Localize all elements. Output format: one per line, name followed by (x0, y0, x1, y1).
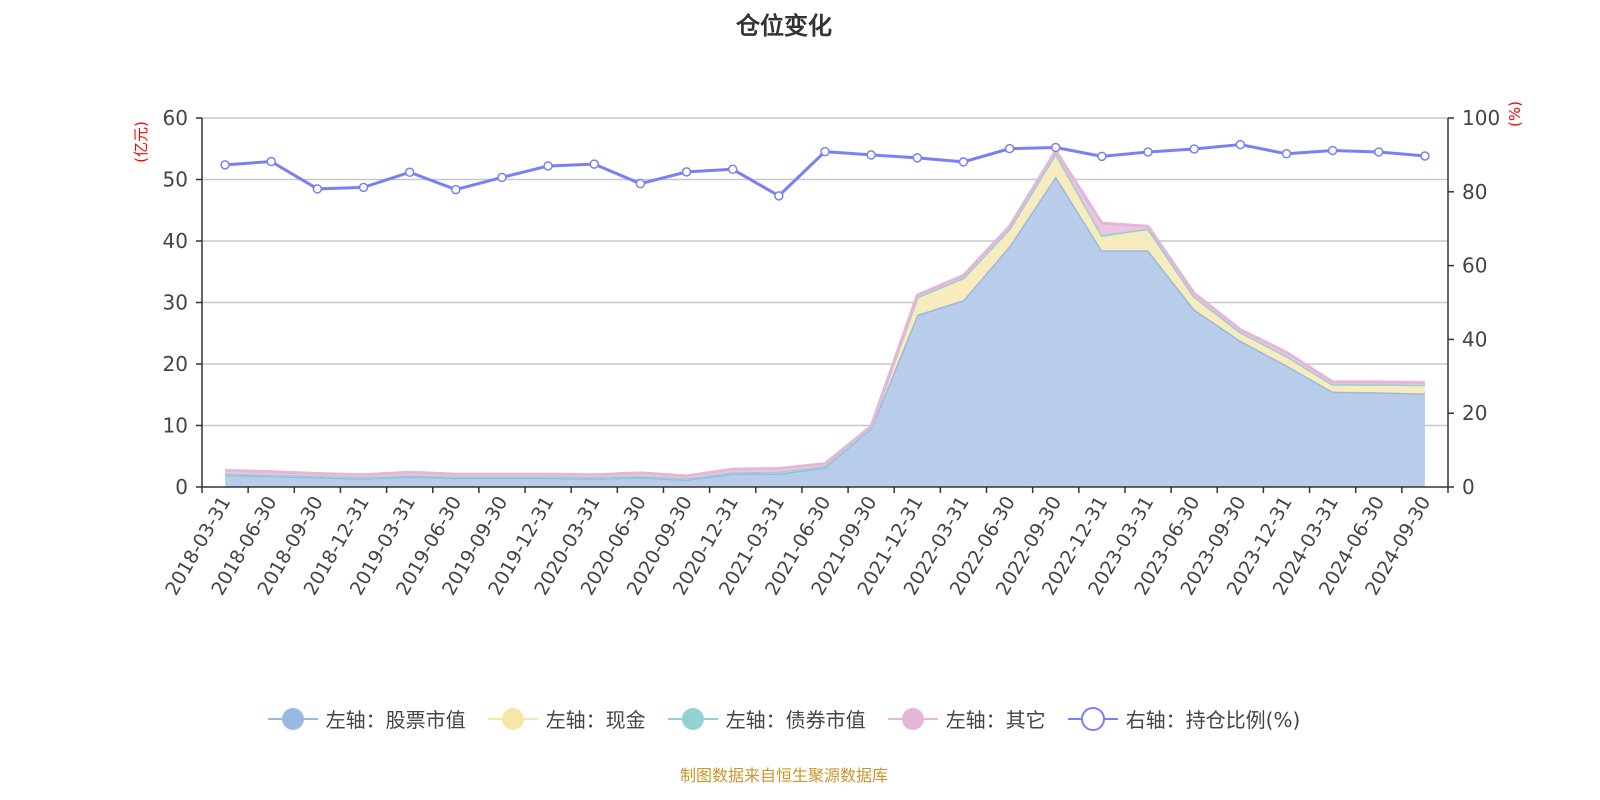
left-axis-tick-label: 0 (175, 475, 188, 499)
ratio-point (820, 146, 830, 157)
ratio-point (497, 172, 507, 183)
left-axis-tick-label: 20 (163, 352, 188, 376)
legend: 左轴：股票市值 左轴：现金 左轴：债券市值 左轴：其它 右轴：持仓比例(%) (0, 704, 1568, 733)
legend-item[interactable]: 右轴：持仓比例(%) (1067, 704, 1301, 733)
ratio-point (220, 160, 230, 170)
legend-marker-icon (667, 707, 718, 730)
area-1 (225, 176, 1425, 488)
ratio-point (727, 164, 738, 175)
chart-title: 仓位变化 (736, 12, 832, 40)
ratio-point (774, 191, 784, 201)
ratio-point (1327, 145, 1338, 156)
ratio-point (912, 153, 923, 163)
legend-label: 左轴：其它 (945, 708, 1046, 732)
ratio-point (1004, 143, 1015, 154)
ratio-point (266, 156, 276, 167)
right-axis-tick-label: 100 (1462, 106, 1500, 130)
left-axis-tick-label: 40 (163, 229, 188, 253)
legend-item[interactable]: 左轴：其它 (887, 704, 1046, 733)
ratio-point (589, 159, 600, 169)
legend-label: 左轴：债券市值 (725, 708, 866, 732)
right-axis-tick-label: 0 (1462, 475, 1475, 499)
left-axis-tick-label: 50 (163, 168, 188, 192)
ratio-point (958, 157, 969, 167)
left-axis-tick-label: 10 (163, 414, 188, 438)
ratio-point (358, 182, 369, 193)
legend-item[interactable]: 左轴：债券市值 (667, 704, 866, 733)
ratio-point (1235, 139, 1246, 150)
ratio-point (866, 150, 876, 160)
left-axis-tick-label: 30 (163, 291, 188, 315)
ratio-point (451, 184, 461, 195)
right-axis-title: (%) (1506, 101, 1524, 127)
source-note: 制图数据来自恒生聚源数据库 (679, 766, 888, 785)
legend-item[interactable]: 左轴：股票市值 (267, 704, 466, 733)
left-axis-tick-label: 60 (163, 106, 188, 130)
right-axis-tick-label: 20 (1462, 401, 1487, 425)
right-axis-tick-label: 80 (1462, 180, 1487, 204)
ratio-point (1143, 147, 1153, 157)
right-axis-tick-label: 40 (1462, 327, 1487, 351)
left-axis-title: (亿元) (132, 121, 150, 163)
legend-marker-icon (487, 707, 538, 730)
ratio-point (1281, 149, 1292, 159)
legend-marker-icon (887, 707, 938, 730)
ratio-point (404, 167, 415, 177)
legend-marker-icon (1067, 706, 1118, 731)
right-axis-tick-label: 60 (1462, 254, 1487, 278)
ratio-point (1097, 151, 1107, 162)
legend-label: 左轴：股票市值 (325, 708, 466, 732)
ratio-point (1420, 151, 1430, 161)
legend-item[interactable]: 左轴：现金 (487, 704, 646, 733)
ratio-point (1050, 142, 1061, 153)
legend-marker-icon (267, 707, 318, 730)
ratio-point (681, 167, 692, 177)
ratio-point (312, 184, 323, 194)
ratio-point (635, 178, 646, 189)
legend-label: 左轴：现金 (545, 708, 646, 732)
area-line-4 (225, 149, 1425, 478)
ratio-point (1374, 147, 1384, 157)
ratio-point (543, 161, 553, 171)
ratio-point (1189, 144, 1199, 154)
area-2 (225, 154, 1425, 480)
legend-label: 右轴：持仓比例(%) (1125, 708, 1301, 732)
chart-canvas: 0102030405060020406080100(亿元)(%)2018-03-… (132, 101, 1524, 599)
